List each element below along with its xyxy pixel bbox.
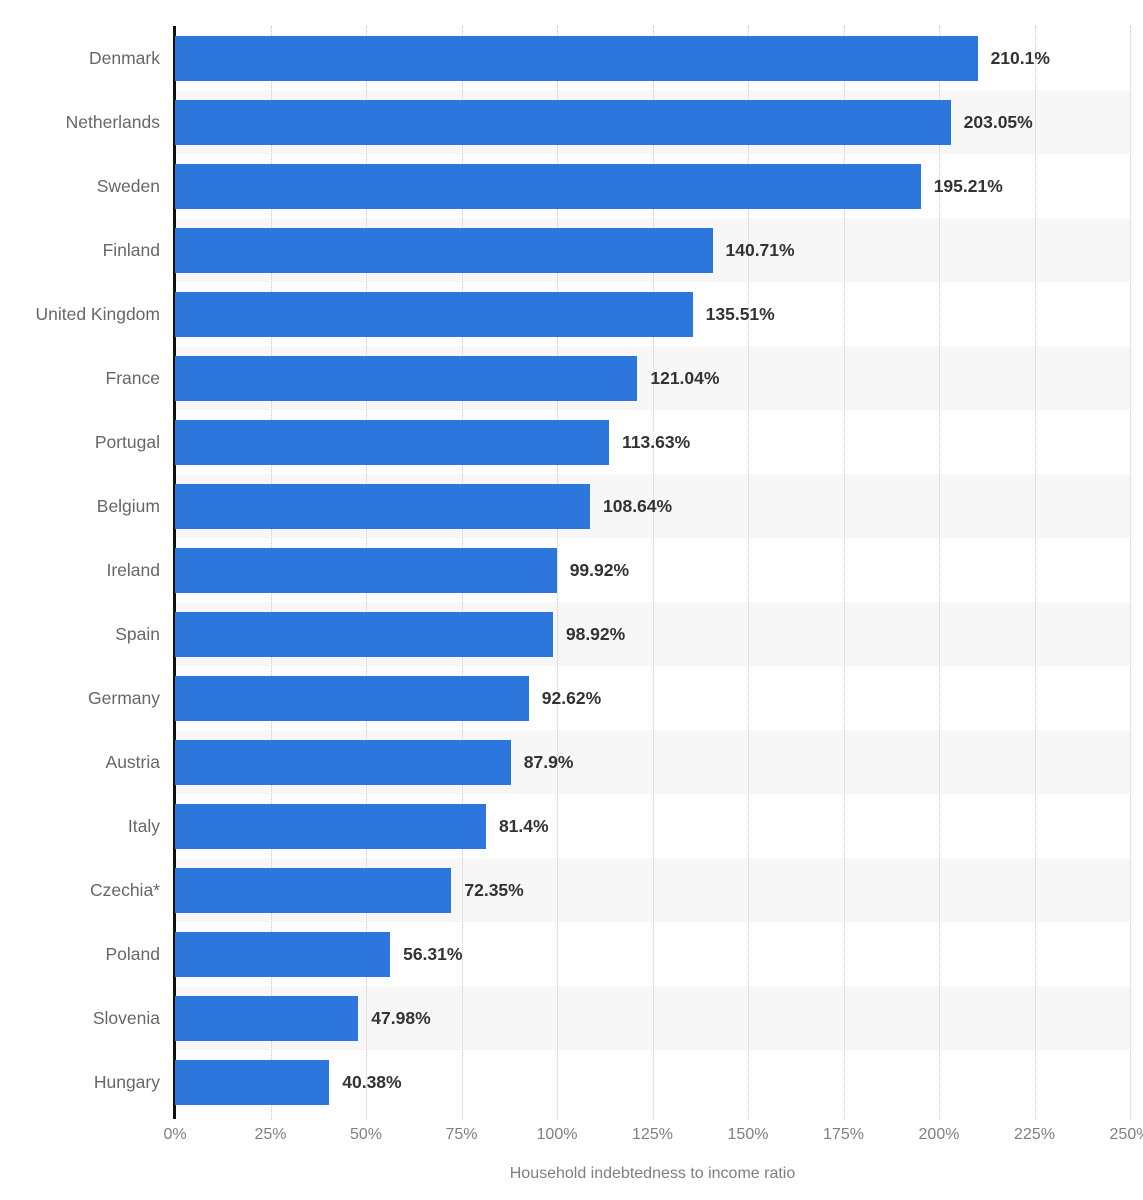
bar[interactable]	[175, 931, 391, 977]
category-label: France	[105, 368, 160, 388]
bar-row: Italy 81.4%	[0, 794, 1143, 858]
gridline	[1034, 26, 1036, 1120]
gridline	[843, 26, 845, 1120]
bar-row: Netherlands 203.05%	[0, 90, 1143, 154]
category-label: Germany	[88, 688, 160, 708]
category-label: Sweden	[96, 176, 160, 196]
bar[interactable]	[175, 995, 359, 1041]
x-tick-label: 125%	[632, 1126, 673, 1143]
category-label: Ireland	[106, 560, 160, 580]
gridline	[939, 26, 940, 1120]
category-label: Portugal	[94, 432, 160, 452]
bar-row: Slovenia 47.98%	[0, 986, 1143, 1050]
bar-row: Spain 98.92%	[0, 602, 1143, 666]
bar[interactable]	[175, 163, 921, 209]
bar-row: France 121.04%	[0, 346, 1143, 410]
category-label: Slovenia	[92, 1008, 160, 1028]
bar[interactable]	[175, 867, 452, 913]
bar[interactable]	[175, 227, 713, 273]
bar[interactable]	[175, 419, 610, 465]
gridline	[1130, 26, 1131, 1120]
y-axis-line	[173, 26, 176, 1119]
value-label: 99.92%	[569, 560, 630, 580]
value-label: 195.21%	[933, 176, 1003, 196]
value-label: 113.63%	[622, 432, 691, 452]
bar[interactable]	[175, 547, 557, 593]
bar-row: Finland 140.71%	[0, 218, 1143, 282]
category-label: Czechia*	[89, 880, 160, 900]
x-tick-label: 0%	[163, 1126, 187, 1143]
bar[interactable]	[175, 35, 978, 81]
category-label: Hungary	[93, 1072, 160, 1092]
x-tick-label: 25%	[254, 1126, 287, 1143]
bar[interactable]	[175, 611, 553, 657]
value-label: 121.04%	[650, 368, 720, 388]
category-label: Poland	[105, 944, 161, 964]
bar-row: Poland 56.31%	[0, 922, 1143, 986]
x-tick-label: 50%	[349, 1126, 383, 1143]
x-tick-label: 75%	[445, 1126, 478, 1143]
category-label: Spain	[115, 624, 160, 644]
bar[interactable]	[175, 99, 951, 145]
value-label: 135.51%	[705, 304, 775, 324]
gridline	[557, 26, 558, 1120]
value-label: 72.35%	[464, 880, 524, 900]
x-tick-label: 250%	[1109, 1126, 1143, 1143]
category-label: Belgium	[96, 496, 160, 516]
value-label: 92.62%	[541, 688, 602, 708]
bar[interactable]	[175, 739, 511, 785]
value-label: 47.98%	[371, 1008, 431, 1028]
category-label: United Kingdom	[35, 304, 160, 324]
value-label: 81.4%	[498, 816, 549, 836]
x-tick-label: 200%	[918, 1126, 960, 1143]
bar-row: Czechia* 72.35%	[0, 858, 1143, 922]
bar[interactable]	[175, 1059, 330, 1105]
x-tick-label: 225%	[1014, 1126, 1055, 1143]
gridline	[748, 26, 749, 1120]
value-label: 98.92%	[565, 624, 626, 644]
bar-row: Austria 87.9%	[0, 730, 1143, 794]
value-label: 140.71%	[725, 240, 795, 260]
bar[interactable]	[175, 803, 486, 849]
value-label: 40.38%	[342, 1072, 402, 1092]
bar-row: Denmark 210.1%	[0, 26, 1143, 90]
bar-row: United Kingdom 135.51%	[0, 282, 1143, 346]
category-label: Austria	[105, 752, 160, 772]
value-label: 210.1%	[990, 48, 1050, 68]
bar-row: Ireland 99.92%	[0, 538, 1143, 602]
bar[interactable]	[175, 675, 529, 721]
category-label: Finland	[102, 240, 160, 260]
x-axis-title: Household indebtedness to income ratio	[509, 1165, 796, 1182]
category-label: Denmark	[89, 48, 160, 68]
value-label: 87.9%	[523, 752, 574, 772]
category-label: Italy	[127, 816, 160, 836]
bar[interactable]	[175, 291, 693, 337]
category-label: Netherlands	[65, 112, 160, 132]
x-tick-label: 100%	[536, 1126, 578, 1143]
bar[interactable]	[175, 483, 590, 529]
bar-row: Sweden 195.21%	[0, 154, 1143, 218]
x-tick-label: 175%	[823, 1126, 864, 1143]
gridline	[652, 26, 654, 1120]
bar[interactable]	[175, 355, 638, 401]
x-tick-label: 150%	[727, 1126, 769, 1143]
bar-row: Hungary 40.38%	[0, 1050, 1143, 1114]
value-label: 108.64%	[603, 496, 673, 516]
bar-row: Portugal 113.63%	[0, 410, 1143, 474]
bar-row: Germany 92.62%	[0, 666, 1143, 730]
value-label: 56.31%	[403, 944, 463, 964]
value-label: 203.05%	[963, 112, 1033, 132]
bar-row: Belgium 108.64%	[0, 474, 1143, 538]
